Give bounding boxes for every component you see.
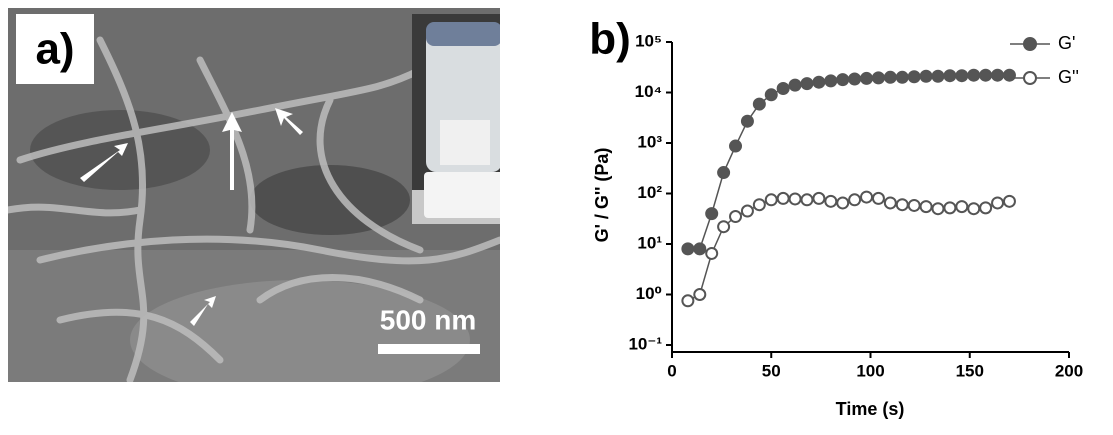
- data-point: [778, 193, 789, 204]
- data-point: [932, 71, 943, 82]
- data-point: [921, 201, 932, 212]
- x-tick-label: 200: [1055, 361, 1083, 380]
- data-point: [766, 194, 777, 205]
- data-point: [718, 221, 729, 232]
- data-point: [968, 203, 979, 214]
- data-point: [1004, 196, 1015, 207]
- x-tick-label: 150: [956, 361, 984, 380]
- figure: a) 500 nm b) Time (s) G' / G'' (Pa) 10⁻¹…: [0, 0, 1113, 430]
- y-tick-label: 10⁻¹: [628, 334, 662, 353]
- x-tick-label: 0: [667, 361, 676, 380]
- x-axis-title: Time (s): [836, 399, 905, 419]
- data-point: [682, 243, 693, 254]
- data-point: [754, 199, 765, 210]
- data-point: [861, 73, 872, 84]
- data-point: [837, 74, 848, 85]
- data-point: [885, 72, 896, 83]
- inset-photo: [412, 14, 528, 224]
- data-point: [980, 202, 991, 213]
- data-point: [694, 289, 705, 300]
- data-point: [921, 71, 932, 82]
- data-point: [837, 197, 848, 208]
- data-point: [754, 99, 765, 110]
- data-point: [956, 70, 967, 81]
- data-point: [682, 295, 693, 306]
- data-point: [706, 208, 717, 219]
- data-point: [897, 199, 908, 210]
- data-point: [849, 194, 860, 205]
- data-point: [825, 75, 836, 86]
- data-point: [801, 78, 812, 89]
- panel-label: b): [589, 15, 631, 64]
- data-point: [694, 243, 705, 254]
- data-point: [980, 70, 991, 81]
- y-tick-label: 10⁴: [635, 82, 662, 101]
- data-point: [897, 72, 908, 83]
- data-point: [825, 196, 836, 207]
- data-point: [1004, 70, 1015, 81]
- scale-bar-label: 500 nm: [380, 304, 477, 335]
- y-tick-label: 10⁵: [635, 31, 662, 50]
- data-point: [944, 202, 955, 213]
- data-point: [813, 77, 824, 88]
- data-point: [790, 80, 801, 91]
- data-point: [801, 194, 812, 205]
- data-point: [873, 193, 884, 204]
- data-point: [766, 89, 777, 100]
- data-point: [790, 193, 801, 204]
- chart: b) Time (s) G' / G'' (Pa) 10⁻¹ 10⁰ 10¹ 10² 1…: [589, 15, 1083, 419]
- data-point: [861, 192, 872, 203]
- data-point: [956, 201, 967, 212]
- y-tick-label: 10³: [637, 132, 662, 151]
- legend-marker: [1024, 38, 1036, 50]
- y-tick-label: 10⁰: [636, 284, 662, 303]
- data-point: [909, 200, 920, 211]
- x-tick-label: 50: [762, 361, 781, 380]
- data-point: [885, 197, 896, 208]
- data-point: [968, 70, 979, 81]
- data-point: [778, 83, 789, 94]
- data-point: [992, 70, 1003, 81]
- data-point: [742, 116, 753, 127]
- panel-label: a): [35, 25, 74, 74]
- data-point: [909, 71, 920, 82]
- legend-label: G': [1058, 33, 1075, 53]
- data-point: [742, 206, 753, 217]
- data-point: [944, 70, 955, 81]
- data-point: [730, 211, 741, 222]
- data-point: [849, 74, 860, 85]
- y-tick-label: 10²: [637, 183, 662, 202]
- legend-marker: [1024, 72, 1036, 84]
- x-tick-label: 100: [856, 361, 884, 380]
- data-point: [873, 72, 884, 83]
- data-point: [992, 197, 1003, 208]
- data-point: [706, 248, 717, 259]
- y-tick-label: 10¹: [637, 233, 662, 252]
- y-axis-title: G' / G'' (Pa): [592, 148, 612, 243]
- legend-label: G'': [1058, 67, 1079, 87]
- data-point: [813, 193, 824, 204]
- data-point: [932, 203, 943, 214]
- data-point: [718, 167, 729, 178]
- data-point: [730, 141, 741, 152]
